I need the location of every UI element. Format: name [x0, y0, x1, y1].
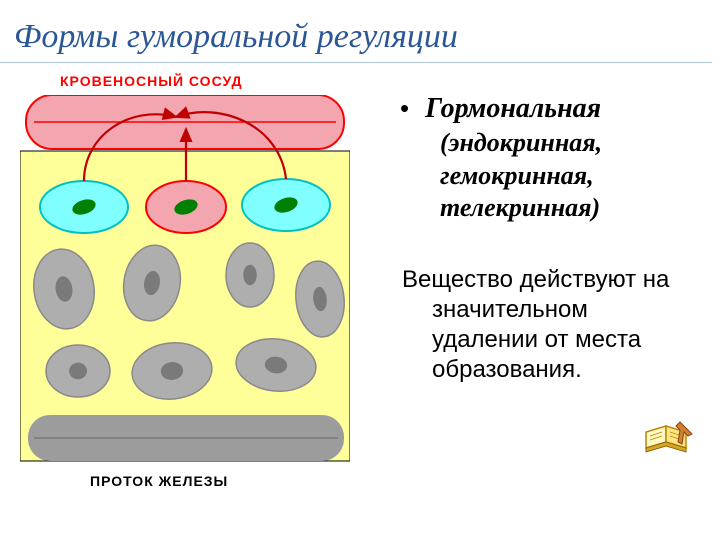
- heading-main: Гормональная: [425, 93, 601, 125]
- diagram-container: [20, 95, 350, 465]
- heading-sub-3: телекринная): [440, 192, 692, 225]
- book-icon: [642, 418, 698, 460]
- humoral-diagram: [20, 95, 350, 465]
- duct-label: ПРОТОК ЖЕЛЕЗЫ: [90, 473, 390, 489]
- bullet-dot: •: [400, 93, 409, 124]
- body-line-3: удалении от места: [432, 325, 692, 355]
- content-row: КРОВЕНОСНЫЙ СОСУД ПРОТОК ЖЕЛЕЗЫ • Гормон…: [0, 73, 720, 489]
- page-title: Формы гуморальной регуляции: [0, 0, 712, 63]
- body-line-4: образования.: [432, 355, 692, 385]
- body-text: Вещество действуют на значительном удале…: [402, 265, 692, 385]
- bullet-heading: • Гормональная: [400, 93, 692, 125]
- heading-sub-2: гемокринная,: [440, 160, 692, 193]
- heading-sub-1: (эндокринная,: [440, 127, 692, 160]
- left-panel: КРОВЕНОСНЫЙ СОСУД ПРОТОК ЖЕЛЕЗЫ: [0, 73, 390, 489]
- vessel-label: КРОВЕНОСНЫЙ СОСУД: [60, 73, 390, 89]
- body-line-2: значительном: [432, 295, 692, 325]
- body-line-1: Вещество действуют на: [402, 266, 669, 293]
